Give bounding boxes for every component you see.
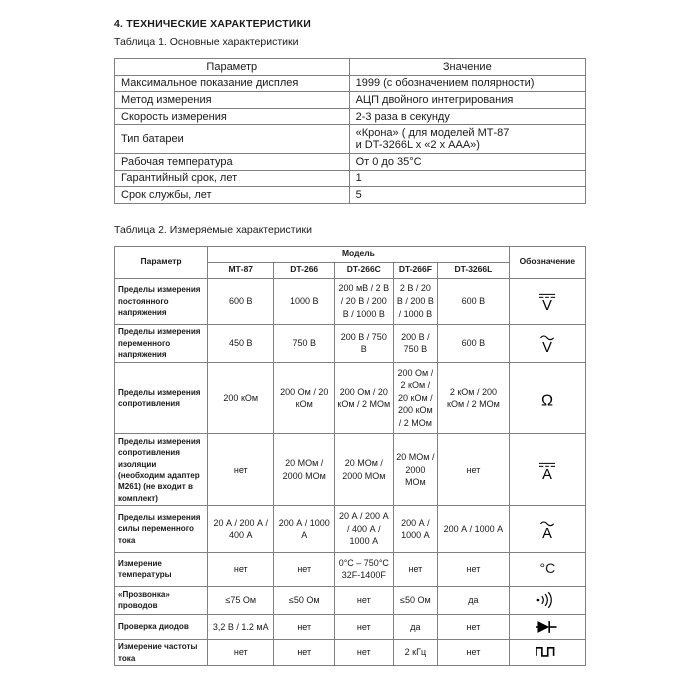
- svg-text:Ω: Ω: [541, 392, 553, 410]
- svg-text:V: V: [542, 298, 552, 312]
- svg-text:A: A: [542, 467, 552, 481]
- svg-text:V: V: [542, 340, 552, 354]
- svg-text:A: A: [542, 526, 552, 540]
